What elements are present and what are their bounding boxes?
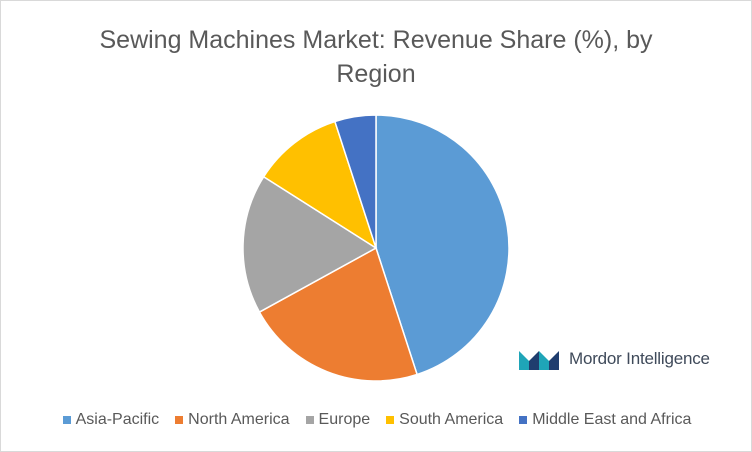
pie-slice-asia-pacific — [375, 114, 510, 376]
legend-swatch — [175, 416, 184, 424]
legend-label: Middle East and Africa — [532, 411, 692, 428]
legend-item: Asia-Pacific — [62, 411, 160, 429]
legend-label: Europe — [318, 411, 371, 428]
chart-title: Sewing Machines Market: Revenue Share (%… — [99, 26, 653, 88]
legend-swatch — [519, 416, 528, 424]
pie-slice-north-america — [258, 246, 419, 382]
mordor-intelligence-logo-icon — [519, 351, 559, 370]
pie-slice-europe — [242, 175, 378, 314]
chart-legend: Asia-Pacific North America Europe South Ame… — [1, 411, 752, 429]
legend-swatch — [305, 416, 314, 424]
legend-item: Middle East and Africa — [519, 411, 691, 429]
legend-label: Asia-Pacific — [75, 411, 160, 428]
legend-label: North America — [188, 411, 290, 428]
legend-swatch — [62, 416, 71, 424]
pie-slice-south-america — [262, 120, 378, 250]
legend-label: South America — [399, 411, 504, 428]
logo-text: Mordor Intelligence — [569, 349, 710, 368]
pie-slice-middle-east-and-africa — [333, 114, 377, 249]
pie-slices — [242, 114, 510, 382]
mordor-intelligence-logo: Mordor Intelligence — [519, 348, 710, 370]
legend-swatch — [386, 416, 395, 424]
legend-item: Europe — [305, 411, 371, 429]
legend-item: South America — [386, 411, 503, 429]
legend-item: North America — [175, 411, 290, 429]
